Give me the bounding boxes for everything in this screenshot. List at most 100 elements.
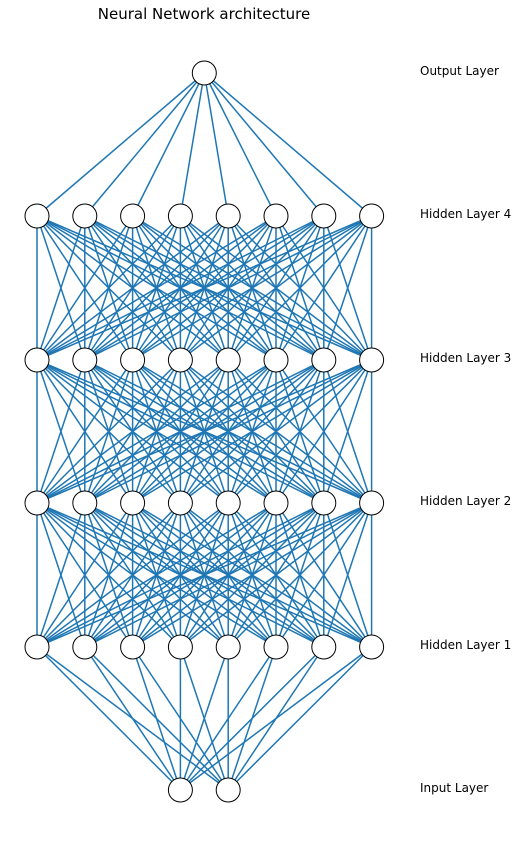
neuron-layer-2-node-7 [359, 490, 385, 516]
neuron-layer-1-node-4 [215, 634, 241, 660]
layer-label-1: Hidden Layer 1 [420, 638, 511, 652]
neuron-layer-1-node-5 [263, 634, 289, 660]
neuron-layer-4-node-1 [72, 203, 98, 229]
connection-l2n4-l3n0 [36, 359, 229, 504]
neuron-layer-4-node-6 [311, 203, 337, 229]
connection-l0n1-l1n7 [227, 646, 373, 791]
connection-l3n3-l4n0 [36, 215, 181, 361]
neuron-layer-3-node-2 [120, 347, 146, 373]
neuron-layer-3-node-4 [215, 347, 241, 373]
connection-l1n4-l2n0 [36, 502, 229, 648]
layer-label-2: Hidden Layer 2 [420, 494, 511, 508]
connection-l0n1-l1n1 [84, 646, 229, 791]
neuron-layer-3-node-5 [263, 347, 289, 373]
connection-l1n7-l2n4 [227, 502, 373, 648]
connection-l0n1-l1n5 [227, 646, 277, 791]
connection-l3n2-l4n0 [36, 215, 134, 361]
connection-l1n7-l2n6 [323, 502, 373, 648]
neuron-layer-3-node-6 [311, 347, 337, 373]
neuron-layer-1-node-0 [24, 634, 50, 660]
connection-l4n7-l5n0 [203, 72, 373, 217]
neuron-layer-4-node-5 [263, 203, 289, 229]
neuron-layer-2-node-5 [263, 490, 289, 516]
connection-l2n7-l3n6 [323, 359, 373, 504]
connection-l3n5-l4n0 [36, 215, 277, 361]
connection-l2n7-l3n3 [179, 359, 373, 504]
neuron-layer-2-node-0 [24, 490, 50, 516]
neuron-layer-1-node-2 [120, 634, 146, 660]
neuron-layer-1-node-3 [167, 634, 193, 660]
connection-l2n7-l3n1 [84, 359, 372, 504]
neuron-layer-2-node-6 [311, 490, 337, 516]
connection-l3n7-l4n6 [323, 215, 373, 361]
connection-l3n7-l4n0 [36, 215, 372, 361]
layer-label-3: Hidden Layer 3 [420, 351, 511, 365]
connection-l2n7-l3n5 [275, 359, 373, 504]
connection-l2n2-l3n0 [36, 359, 134, 504]
neuron-layer-3-node-7 [359, 347, 385, 373]
connection-l2n6-l3n0 [36, 359, 325, 504]
neuron-layer-4-node-0 [24, 203, 50, 229]
connection-l3n7-l4n1 [84, 215, 372, 361]
layer-labels: Input Layer Hidden Layer 1 Hidden Layer 2 H… [420, 64, 511, 795]
connection-l2n7-l3n0 [36, 359, 372, 504]
connection-l0n1-l1n0 [36, 646, 229, 791]
connection-l0n1-l1n6 [227, 646, 325, 791]
connection-l1n2-l2n0 [36, 502, 134, 648]
neuron-layer-4-node-2 [120, 203, 146, 229]
neuron-layer-2-node-4 [215, 490, 241, 516]
neuron-layer-4-node-7 [359, 203, 385, 229]
neuron-layer-3-node-1 [72, 347, 98, 373]
neuron-layer-4-node-4 [215, 203, 241, 229]
connection-l3n6-l4n0 [36, 215, 325, 361]
layer-label-0: Input Layer [420, 781, 488, 795]
layer-label-5: Output Layer [420, 64, 499, 78]
connection-l2n3-l3n0 [36, 359, 181, 504]
connection-l1n7-l2n5 [275, 502, 373, 648]
connection-l1n7-l2n0 [36, 502, 372, 648]
connection-l3n7-l4n5 [275, 215, 373, 361]
neuron-layer-5-node-0 [191, 60, 217, 86]
neuron-layer-1-node-1 [72, 634, 98, 660]
neuron-layer-2-node-2 [120, 490, 146, 516]
connection-l4n6-l5n0 [203, 72, 325, 217]
connection-l3n4-l4n0 [36, 215, 229, 361]
connection-l0n1-l1n2 [131, 646, 229, 791]
neuron-layer-0-node-0 [167, 777, 193, 803]
connection-l4n5-l5n0 [203, 72, 277, 217]
connection-l4n3-l5n0 [179, 72, 206, 217]
neuron-layer-1-node-6 [311, 634, 337, 660]
connection-l2n1-l3n0 [36, 359, 86, 504]
connection-l3n7-l4n3 [179, 215, 373, 361]
neuron-layer-3-node-3 [167, 347, 193, 373]
connection-l1n7-l2n2 [132, 502, 372, 648]
connection-l1n5-l2n0 [36, 502, 277, 648]
connection-l4n4-l5n0 [203, 72, 229, 217]
connection-l1n7-l2n3 [179, 502, 373, 648]
connection-l0n0-l1n0 [36, 646, 181, 791]
connection-l4n2-l5n0 [131, 72, 205, 217]
connection-l1n1-l2n0 [36, 502, 86, 648]
neuron-layer-3-node-0 [24, 347, 50, 373]
connection-l1n3-l2n0 [36, 502, 181, 648]
neuron-layer-4-node-3 [167, 203, 193, 229]
connection-l3n1-l4n0 [36, 215, 86, 361]
connection-l2n7-l3n2 [132, 359, 372, 504]
connection-l3n7-l4n4 [227, 215, 373, 361]
connection-l2n7-l3n4 [227, 359, 373, 504]
neuron-layer-0-node-1 [215, 777, 241, 803]
layer-label-4: Hidden Layer 4 [420, 207, 511, 221]
connection-l2n5-l3n0 [36, 359, 277, 504]
connections [36, 72, 373, 791]
neurons [24, 60, 385, 803]
diagram-title: Neural Network architecture [98, 5, 310, 23]
neuron-layer-2-node-3 [167, 490, 193, 516]
connection-l0n1-l1n3 [179, 646, 229, 791]
connection-l1n7-l2n1 [84, 502, 372, 648]
neuron-layer-1-node-7 [359, 634, 385, 660]
connection-l3n7-l4n2 [132, 215, 372, 361]
neuron-layer-2-node-1 [72, 490, 98, 516]
connection-l4n1-l5n0 [84, 72, 205, 217]
connection-l4n0-l5n0 [36, 72, 205, 217]
